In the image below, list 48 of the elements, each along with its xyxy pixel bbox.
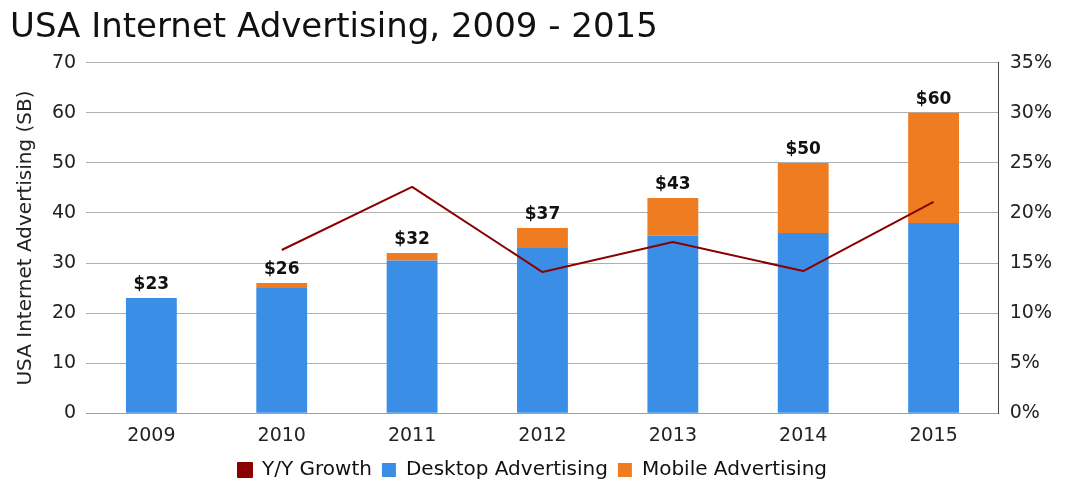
- bar: [777, 162, 829, 233]
- legend-label: Y/Y Growth: [261, 456, 372, 481]
- y-tick-label: 40: [51, 199, 77, 222]
- total-label: $26: [263, 257, 300, 278]
- y-tick-label: 70: [51, 49, 77, 72]
- x-tick-label: 2010: [257, 422, 306, 445]
- y-axis-title: USA Internet Advertising (SB): [12, 90, 37, 386]
- x-tick-label: 2014: [779, 422, 828, 445]
- y2-tick-label: 10%: [1009, 300, 1052, 323]
- y-tick-label: 30: [51, 249, 77, 272]
- bar: [517, 248, 568, 413]
- bar: [647, 197, 699, 236]
- chart-title: USA Internet Advertising, 2009 - 2015: [10, 5, 658, 46]
- legend-label: Mobile Advertising: [641, 456, 828, 481]
- total-label: $23: [133, 272, 170, 293]
- y2-tick-label: 0%: [1009, 400, 1040, 423]
- total-label: $43: [655, 172, 691, 193]
- y2-tick-label: 25%: [1009, 149, 1052, 172]
- y2-tick-label: 20%: [1009, 199, 1052, 222]
- y-tick-label: 10: [51, 350, 77, 373]
- bar: [256, 288, 308, 413]
- y-tick-label: 50: [51, 149, 77, 172]
- x-tick-label: 2012: [518, 422, 567, 445]
- bar: [125, 298, 177, 413]
- y2-tick-label: 5%: [1009, 350, 1040, 373]
- bar: [777, 232, 829, 413]
- x-tick-label: 2013: [648, 422, 698, 445]
- y-tick-label: 60: [51, 99, 77, 122]
- total-label: $60: [915, 87, 952, 108]
- bar: [908, 112, 960, 223]
- total-label: $37: [524, 202, 561, 223]
- legend-label: Desktop Advertising: [405, 456, 608, 481]
- x-tick-label: 2009: [127, 422, 176, 445]
- y2-tick-label: 15%: [1009, 249, 1052, 272]
- y2-tick-label: 30%: [1009, 99, 1052, 122]
- y-tick-label: 0: [64, 400, 77, 423]
- bar: [386, 260, 438, 413]
- total-label: $32: [394, 227, 430, 248]
- bar: [517, 227, 568, 249]
- total-label: $50: [785, 137, 822, 158]
- bar: [908, 222, 960, 413]
- bar: [386, 253, 438, 261]
- bar: [647, 235, 699, 413]
- x-tick-label: 2015: [909, 422, 958, 445]
- bar: [256, 283, 308, 289]
- y2-tick-label: 35%: [1009, 49, 1052, 72]
- x-tick-label: 2011: [387, 422, 437, 445]
- y-tick-label: 20: [51, 300, 77, 323]
